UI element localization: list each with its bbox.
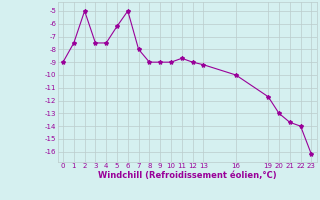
X-axis label: Windchill (Refroidissement éolien,°C): Windchill (Refroidissement éolien,°C) [98, 171, 276, 180]
